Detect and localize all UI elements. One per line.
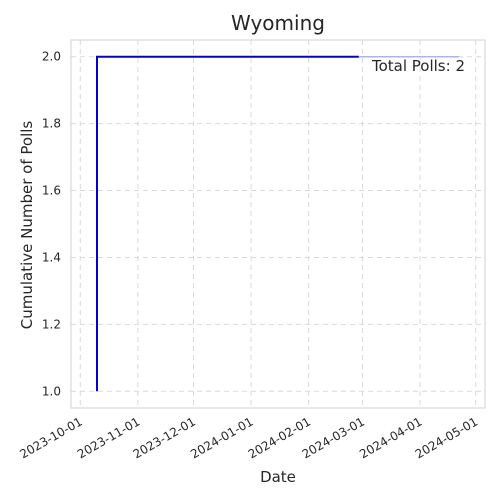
y-tick-label: 2.0 — [42, 50, 61, 64]
total-polls-annotation: Total Polls: 2 — [371, 57, 465, 75]
x-tick-label: 2024-04-01 — [357, 414, 424, 461]
y-tick-label: 1.6 — [42, 184, 61, 198]
x-tick-label: 2023-12-01 — [131, 414, 198, 461]
series-line — [96, 55, 359, 392]
y-tick-label: 1.8 — [42, 117, 61, 131]
y-axis-ticks: 1.0 1.2 1.4 1.6 1.8 2.0 — [42, 50, 61, 399]
plot-frame — [70, 39, 486, 409]
y-tick-label: 1.4 — [42, 250, 61, 264]
y-tick-label: 1.0 — [42, 384, 61, 398]
x-axis-label: Date — [260, 468, 296, 486]
y-axis-label: Cumulative Number of Polls — [18, 121, 36, 330]
x-tick-label: 2023-10-01 — [17, 414, 84, 461]
chart-title: Wyoming — [231, 11, 325, 35]
grid — [71, 40, 485, 408]
x-tick-label: 2023-11-01 — [75, 414, 142, 461]
x-axis-ticks: 2023-10-012023-11-012023-12-012024-01-01… — [17, 414, 480, 461]
x-tick-label: 2024-05-01 — [413, 414, 480, 461]
y-tick-label: 1.2 — [42, 317, 61, 331]
x-tick-label: 2024-01-01 — [188, 414, 255, 461]
series-group — [96, 55, 460, 392]
